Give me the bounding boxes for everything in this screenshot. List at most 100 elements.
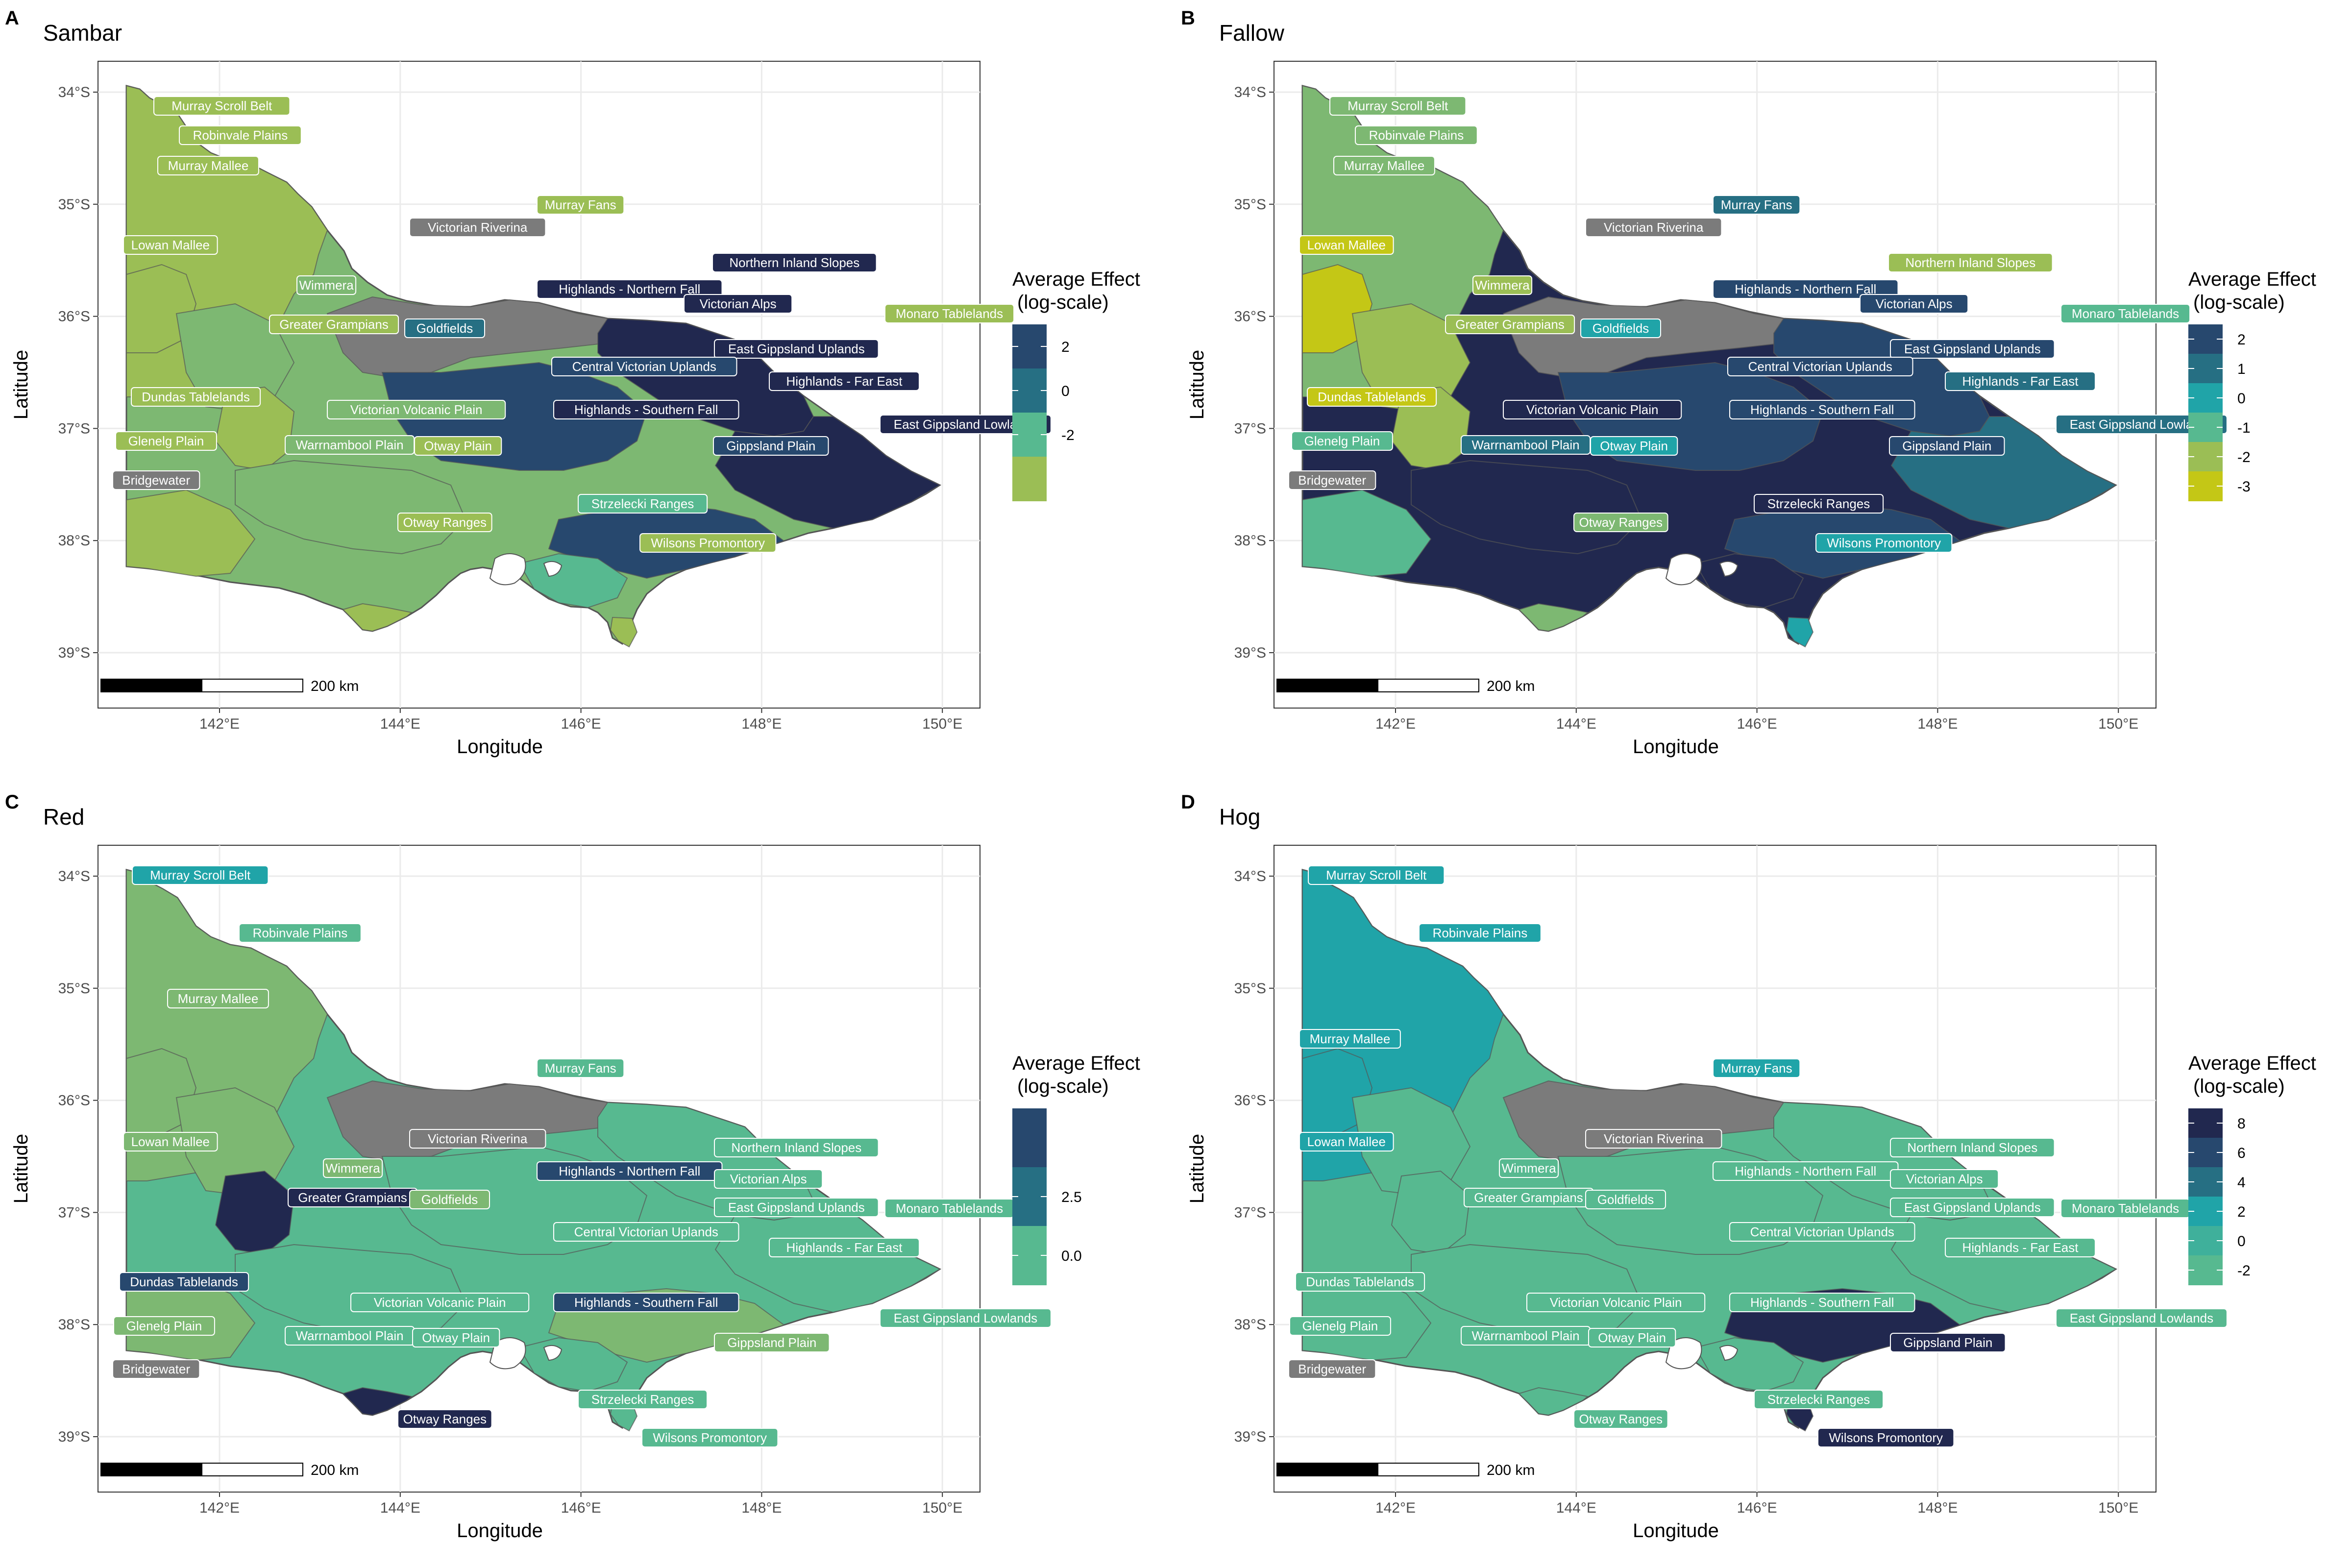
- region-label-murray-fans: Murray Fans: [1713, 195, 1801, 215]
- region-label-robinvale-plains: Robinvale Plains: [1419, 923, 1542, 943]
- x-tick-label: 150°E: [2098, 1500, 2138, 1516]
- region-label-dundas-tablelands: Dundas Tablelands: [119, 1272, 249, 1292]
- region-label-wimmera: Wimmera: [323, 1158, 383, 1178]
- svg-text:Bridgewater: Bridgewater: [1298, 1362, 1366, 1376]
- x-axis-label: Longitude: [1633, 736, 1719, 758]
- western-port: [1719, 1345, 1739, 1361]
- svg-text:Otway Ranges: Otway Ranges: [403, 1412, 487, 1426]
- svg-text:(log-scale): (log-scale): [1017, 1076, 1109, 1097]
- region-label-otway-ranges: Otway Ranges: [397, 1409, 492, 1429]
- panel-red: C Red 142°E 144°E 146°E 148°E 150°E 34°S 35°S 36°…: [0, 784, 1176, 1568]
- svg-text:Greater Grampians: Greater Grampians: [279, 317, 389, 332]
- region-label-east-gippsland-lowlands: East Gippsland Lowlands: [2056, 1308, 2228, 1328]
- region-label-highlands-northern-fall: Highlands - Northern Fall: [537, 1161, 723, 1181]
- y-tick-label: 39°S: [1234, 645, 1266, 661]
- y-tick-label: 37°S: [1234, 420, 1266, 437]
- region-label-warrnambool-plain: Warrnambool Plain: [1461, 435, 1591, 455]
- y-tick-label: 37°S: [58, 1204, 90, 1221]
- svg-text:Monaro Tablelands: Monaro Tablelands: [2072, 306, 2179, 321]
- svg-text:Otway Ranges: Otway Ranges: [403, 515, 487, 530]
- bioregion-greater-grampians: [215, 386, 295, 471]
- region-label-murray-mallee: Murray Mallee: [157, 156, 259, 175]
- x-tick-label: 150°E: [922, 716, 962, 732]
- svg-text:Gippsland Plain: Gippsland Plain: [1902, 439, 1991, 453]
- svg-text:Victorian Alps: Victorian Alps: [1906, 1172, 1983, 1186]
- svg-text:Murray Fans: Murray Fans: [545, 1061, 616, 1076]
- y-tick-label: 38°S: [58, 533, 90, 549]
- y-tick-label: 38°S: [1234, 533, 1266, 549]
- legend-label: 2.5: [1061, 1189, 1082, 1205]
- region-label-victorian-riverina: Victorian Riverina: [409, 1129, 546, 1149]
- svg-text:Highlands - Far East: Highlands - Far East: [786, 1240, 903, 1255]
- region-label-murray-fans: Murray Fans: [537, 1058, 625, 1078]
- svg-text:Victorian Alps: Victorian Alps: [1876, 296, 1953, 311]
- svg-text:Central Victorian Uplands: Central Victorian Uplands: [1748, 359, 1892, 374]
- panel-letter: C: [5, 791, 19, 813]
- region-label-otway-plain: Otway Plain: [414, 436, 502, 456]
- region-label-bridgewater: Bridgewater: [112, 1359, 200, 1379]
- svg-text:Highlands - Northern Fall: Highlands - Northern Fall: [559, 282, 700, 296]
- svg-text:Gippsland Plain: Gippsland Plain: [726, 439, 815, 453]
- western-port: [1719, 561, 1739, 577]
- svg-text:Murray Scroll Belt: Murray Scroll Belt: [1348, 98, 1448, 113]
- x-tick-label: 142°E: [1375, 716, 1416, 732]
- y-tick-label: 37°S: [58, 420, 90, 437]
- legend-label: 0: [2237, 1233, 2246, 1250]
- svg-text:Warrnambool Plain: Warrnambool Plain: [1471, 1328, 1579, 1343]
- map-svg-fallow: B Fallow 142°E 144°E 146°E 148°E 150°E 34°S 35°S…: [1181, 7, 2316, 758]
- svg-text:Strzelecki Ranges: Strzelecki Ranges: [591, 1392, 694, 1407]
- svg-text:Highlands - Far East: Highlands - Far East: [1962, 374, 2079, 389]
- region-label-northern-inland-slopes: Northern Inland Slopes: [1888, 253, 2053, 272]
- region-label-dundas-tablelands: Dundas Tablelands: [1307, 387, 1437, 407]
- x-tick-label: 150°E: [2098, 716, 2138, 732]
- scale-bar: 200 km: [100, 678, 359, 694]
- svg-text:Strzelecki Ranges: Strzelecki Ranges: [1767, 1392, 1870, 1407]
- region-label-glenelg-plain: Glenelg Plain: [1289, 1316, 1391, 1336]
- svg-text:Highlands - Southern Fall: Highlands - Southern Fall: [1750, 1295, 1894, 1310]
- bioregion-glenelg-plain: [1302, 489, 1432, 577]
- x-tick-label: 142°E: [1375, 1500, 1416, 1516]
- map-svg-sambar: A Sambar 142°E 144°E 146°E 148°E 150°E 34°S 35°S…: [5, 7, 1140, 758]
- bioregion-wilsons-promontory: [610, 616, 638, 648]
- legend-label: -3: [2237, 479, 2251, 495]
- legend: Average Effect(log-scale) 2 0 -2: [1012, 269, 1140, 501]
- region-label-victorian-alps: Victorian Alps: [1890, 1169, 1999, 1189]
- y-tick-label: 36°S: [1234, 309, 1266, 325]
- region-label-warrnambool-plain: Warrnambool Plain: [1461, 1326, 1591, 1346]
- region-label-wilsons-promontory: Wilsons Promontory: [639, 533, 777, 553]
- region-label-bridgewater: Bridgewater: [1288, 1359, 1376, 1379]
- panel-letter: D: [1181, 791, 1195, 813]
- svg-text:Lowan Mallee: Lowan Mallee: [131, 1134, 210, 1149]
- region-label-highlands-northern-fall: Highlands - Northern Fall: [1713, 279, 1899, 299]
- y-tick-label: 39°S: [58, 1429, 90, 1445]
- region-label-victorian-riverina: Victorian Riverina: [1585, 218, 1722, 237]
- svg-text:Highlands - Far East: Highlands - Far East: [786, 374, 903, 389]
- svg-text:Goldfields: Goldfields: [1597, 1192, 1654, 1207]
- panel-sambar: A Sambar 142°E 144°E 146°E 148°E 150°E 34°S 35°S…: [0, 0, 1176, 784]
- svg-text:Otway Plain: Otway Plain: [422, 1330, 490, 1345]
- legend-label: -2: [2237, 449, 2251, 466]
- region-label-greater-grampians: Greater Grampians: [1464, 1188, 1594, 1207]
- region-label-lowan-mallee: Lowan Mallee: [123, 235, 218, 255]
- svg-text:Murray Mallee: Murray Mallee: [178, 991, 259, 1006]
- svg-text:Goldfields: Goldfields: [421, 1192, 478, 1207]
- bioregion-otway-ranges: [342, 603, 413, 632]
- region-label-otway-plain: Otway Plain: [412, 1328, 500, 1348]
- svg-text:Wilsons Promontory: Wilsons Promontory: [1827, 536, 1941, 550]
- x-tick-label: 142°E: [199, 1500, 240, 1516]
- y-tick-label: 39°S: [58, 645, 90, 661]
- region-label-highlands-far-east: Highlands - Far East: [1945, 371, 2096, 391]
- svg-text:East Gippsland Uplands: East Gippsland Uplands: [728, 342, 865, 356]
- region-label-otway-plain: Otway Plain: [1590, 436, 1678, 456]
- y-tick-label: 34°S: [58, 868, 90, 884]
- region-label-robinvale-plains: Robinvale Plains: [1355, 125, 1478, 145]
- region-label-greater-grampians: Greater Grampians: [1445, 315, 1575, 334]
- bioregion-greater-grampians: [1391, 386, 1471, 471]
- y-tick-label: 34°S: [1234, 84, 1266, 100]
- region-label-east-gippsland-uplands: East Gippsland Uplands: [1890, 339, 2055, 359]
- region-label-monaro-tablelands: Monaro Tablelands: [2060, 304, 2191, 323]
- svg-text:Robinvale Plains: Robinvale Plains: [1369, 128, 1464, 143]
- svg-text:Highlands - Northern Fall: Highlands - Northern Fall: [559, 1164, 700, 1178]
- svg-text:(log-scale): (log-scale): [2193, 292, 2285, 313]
- region-label-highlands-southern-fall: Highlands - Southern Fall: [553, 1293, 739, 1312]
